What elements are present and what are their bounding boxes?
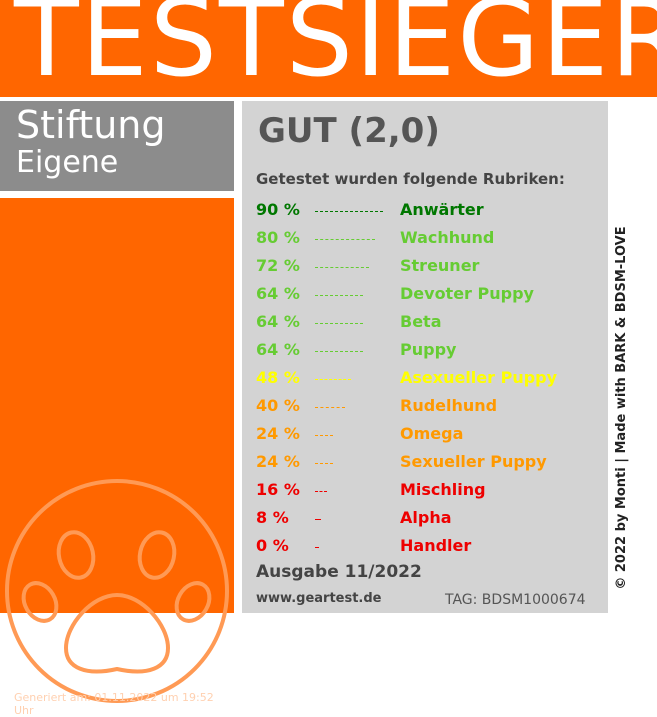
category-percent: 48 % [256,368,300,387]
result-card: GUT (2,0) Getestet wurden folgende Rubri… [242,101,608,613]
category-percent: 40 % [256,396,300,415]
category-dash-bar [315,547,319,548]
category-percent: 24 % [256,424,300,443]
category-dash-bar [315,407,345,408]
category-label: Devoter Puppy [400,284,534,303]
category-row: 64 % Beta [256,312,601,338]
category-percent: 90 % [256,200,300,219]
left-panel: Stiftung Eigene Generiert am: 01.11.2022… [0,101,234,717]
category-dash-bar [315,379,351,380]
category-percent: 64 % [256,340,300,359]
category-row: 72 % Streuner [256,256,601,282]
category-percent: 24 % [256,452,300,471]
category-row: 16 % Mischling [256,480,601,506]
category-row: 24 % Omega [256,424,601,450]
generated-timestamp: Generiert am: 01.11.2022 um 19:52 Uhr [14,691,214,717]
category-dash-bar [315,295,363,296]
category-label: Handler [400,536,472,555]
category-row: 80 % Wachhund [256,228,601,254]
category-percent: 8 % [256,508,289,527]
category-label: Alpha [400,508,452,527]
category-label: Beta [400,312,442,331]
tag-id: TAG: BDSM1000674 [445,592,586,608]
category-row: 48 % Asexueller Puppy [256,368,601,394]
category-dash-bar [315,323,363,324]
category-dash-bar [315,211,383,212]
category-row: 8 % Alpha [256,508,601,534]
category-label: Rudelhund [400,396,498,415]
category-dash-bar [315,463,333,464]
category-percent: 64 % [256,284,300,303]
category-dash-bar [315,267,369,268]
edition-label: Ausgabe 11/2022 [256,562,422,582]
category-label: Streuner [400,256,480,275]
category-row: 24 % Sexueller Puppy [256,452,601,478]
category-percent: 16 % [256,480,300,499]
category-label: Omega [400,424,464,443]
brand-box: Stiftung Eigene [0,101,234,191]
category-label: Anwärter [400,200,484,219]
categories-subtitle: Getestet wurden folgende Rubriken: [256,170,565,188]
category-percent: 72 % [256,256,300,275]
category-label: Mischling [400,480,486,499]
category-row: 64 % Puppy [256,340,601,366]
category-percent: 64 % [256,312,300,331]
brand-line2: Eigene [16,145,119,180]
category-label: Asexueller Puppy [400,368,558,387]
category-row: 64 % Devoter Puppy [256,284,601,310]
category-row: 90 % Anwärter [256,200,601,226]
category-label: Sexueller Puppy [400,452,547,471]
category-dash-bar [315,239,375,240]
category-dash-bar [315,435,333,436]
category-label: Wachhund [400,228,495,247]
category-row: 0 % Handler [256,536,601,562]
website-link[interactable]: www.geartest.de [256,591,382,606]
paw-print-icon [5,479,229,703]
orange-block: Generiert am: 01.11.2022 um 19:52 Uhr [0,198,234,717]
category-percent: 0 % [256,536,289,555]
grade-title: GUT (2,0) [258,111,440,151]
category-row: 40 % Rudelhund [256,396,601,422]
category-percent: 80 % [256,228,300,247]
copyright-vertical: © 2022 by Monti | Made with BARK & BDSM-… [614,226,629,590]
category-label: Puppy [400,340,457,359]
brand-line1: Stiftung [16,103,166,147]
header-title: TESTSIEGER [14,0,657,100]
category-dash-bar [315,519,321,520]
category-dash-bar [315,351,363,352]
category-dash-bar [315,491,327,492]
header-banner: TESTSIEGER [0,0,657,97]
